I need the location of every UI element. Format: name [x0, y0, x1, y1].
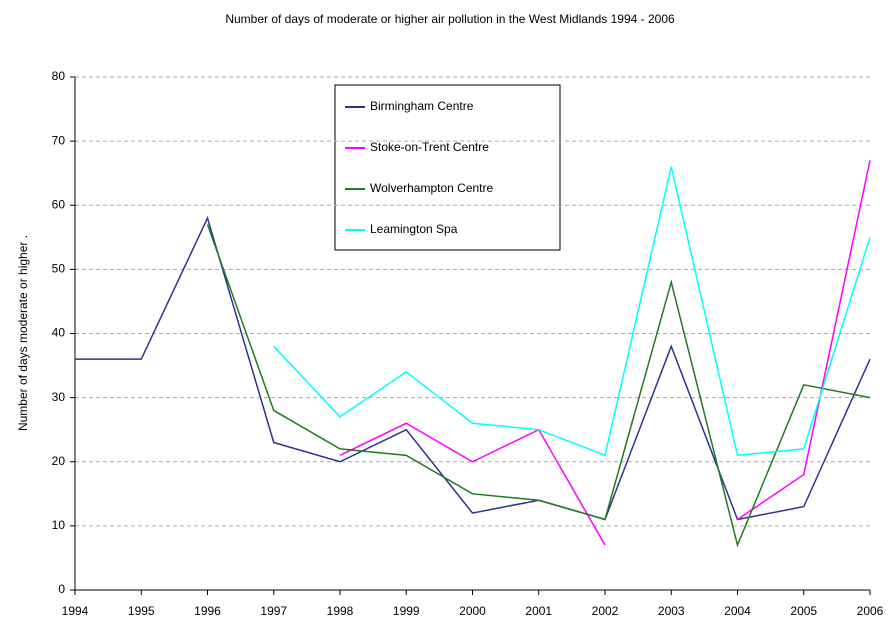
x-tick-label: 1996 — [194, 604, 221, 618]
y-tick-label: 20 — [52, 454, 66, 468]
legend-box — [334, 84, 561, 251]
series-line — [206, 224, 871, 548]
legend-label: Birmingham Centre — [370, 99, 474, 113]
legend-label: Stoke-on-Trent Centre — [370, 140, 489, 154]
x-tick-label: 2003 — [658, 604, 685, 618]
y-tick-label: 40 — [52, 326, 66, 340]
x-tick-label: 1998 — [327, 604, 354, 618]
x-tick-label: 1997 — [260, 604, 287, 618]
x-tick-label: 1999 — [393, 604, 420, 618]
x-tick-label: 2002 — [592, 604, 619, 618]
y-axis-label: Number of days moderate or higher . — [16, 235, 30, 431]
x-tick-label: 2004 — [724, 604, 751, 618]
y-tick-label: 30 — [52, 390, 66, 404]
x-tick-label: 2001 — [525, 604, 552, 618]
y-tick-label: 50 — [52, 262, 66, 276]
y-tick-label: 80 — [52, 69, 66, 83]
series-line — [339, 160, 871, 546]
series-line — [273, 166, 871, 457]
x-tick-label: 1995 — [128, 604, 155, 618]
legend-label: Wolverhampton Centre — [370, 181, 493, 195]
x-tick-label: 2000 — [459, 604, 486, 618]
y-tick-label: 70 — [52, 133, 66, 147]
y-tick-label: 0 — [58, 582, 65, 596]
x-tick-label: 2005 — [790, 604, 817, 618]
series-line — [75, 215, 871, 521]
chart-title: Number of days of moderate or higher air… — [225, 12, 675, 26]
legend-label: Leamington Spa — [370, 222, 458, 236]
x-tick-label: 1994 — [62, 604, 89, 618]
y-tick-label: 60 — [52, 197, 66, 211]
y-tick-label: 10 — [52, 518, 66, 532]
x-tick-label: 2006 — [857, 604, 884, 618]
